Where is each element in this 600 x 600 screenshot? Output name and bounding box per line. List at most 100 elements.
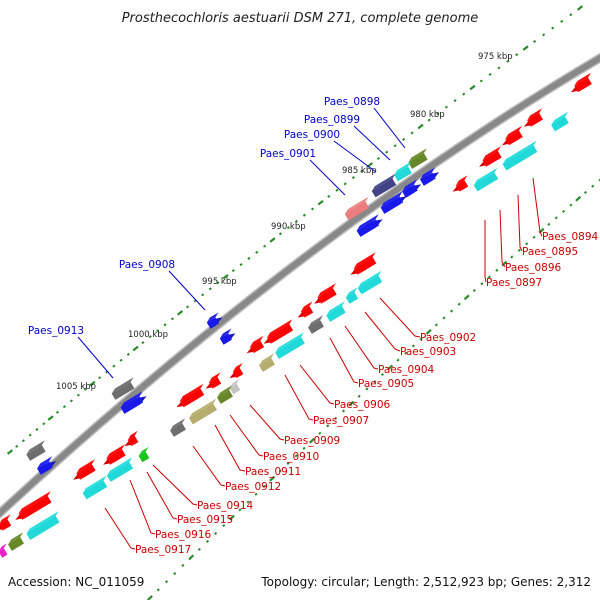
gene-cyan-r4[interactable] [357, 270, 383, 295]
gene-slate-0900[interactable] [371, 173, 397, 198]
gene-gray-left-body [26, 445, 46, 461]
gene-cyan-0904[interactable] [326, 301, 346, 322]
gene-red-0905[interactable] [297, 301, 314, 318]
gene-red-r7-body [250, 340, 264, 354]
gene-red-0902[interactable] [350, 252, 377, 275]
gene-cyan-r3[interactable] [473, 167, 499, 192]
gene-cyan-r1[interactable] [551, 111, 569, 132]
gene-red-0907[interactable] [263, 319, 293, 344]
gene-cyan-r2[interactable] [502, 140, 538, 171]
gene-blue-g[interactable] [37, 456, 57, 475]
gene-label-reverse[interactable]: Paes_0903 [400, 346, 456, 358]
gene-label-forward[interactable]: Paes_0908 [119, 259, 175, 271]
gene-red-r13[interactable] [73, 459, 96, 480]
gene-red-r9-body [208, 377, 222, 389]
gene-red-0916[interactable] [103, 444, 126, 465]
gene-label-reverse[interactable]: Paes_0916 [155, 529, 212, 541]
scale-tick [286, 226, 290, 230]
gene-label-reverse[interactable]: Paes_0910 [263, 451, 319, 463]
gene-green-0915[interactable] [138, 446, 150, 463]
gene-cyan-r5[interactable] [345, 287, 359, 304]
gene-blue-0908[interactable] [206, 312, 223, 329]
gene-label-reverse[interactable]: Paes_0902 [420, 332, 476, 344]
gene-label-reverse[interactable]: Paes_0912 [225, 481, 281, 493]
gene-red-0897[interactable] [452, 175, 469, 192]
gene-blue-f[interactable] [120, 391, 147, 414]
gene-blue-a[interactable] [420, 167, 440, 186]
gene-label-forward[interactable]: Paes_0901 [260, 148, 316, 160]
gene-red-r7[interactable] [246, 335, 264, 354]
gene-cyan-0899[interactable] [394, 161, 412, 182]
gene-blue-c[interactable] [380, 191, 407, 214]
gene-label-reverse[interactable]: Paes_0909 [284, 435, 340, 447]
scale-tick [317, 200, 324, 206]
gene-blue-e[interactable] [219, 328, 236, 345]
gene-olive-r17[interactable] [8, 532, 24, 551]
gene-red-r14[interactable] [15, 491, 52, 520]
gene-label-reverse[interactable]: Paes_0915 [177, 514, 233, 526]
gene-blue-e-body [219, 333, 233, 345]
gene-blue-d[interactable] [356, 214, 383, 237]
gene-label-reverse[interactable]: Paes_0906 [334, 399, 391, 411]
gene-red-r16[interactable] [0, 514, 12, 531]
gene-gray-0906[interactable] [308, 315, 324, 334]
gene-red-0903[interactable] [314, 283, 337, 304]
gene-cyan-r6[interactable] [275, 332, 305, 359]
gene-cyan-r15[interactable] [26, 511, 60, 540]
scale-tick [170, 317, 175, 321]
gene-label-forward[interactable]: Paes_0900 [284, 129, 340, 141]
scale-tick [457, 302, 461, 306]
gene-red-0912[interactable] [176, 383, 205, 408]
gene-blue-a-body [420, 172, 436, 186]
scale-tick [55, 410, 60, 414]
gene-label-reverse[interactable]: Paes_0894 [542, 231, 599, 243]
gene-label-reverse[interactable]: Paes_0904 [378, 364, 435, 376]
gene-olive-0911[interactable] [217, 385, 233, 404]
gene-gray-left[interactable] [26, 440, 46, 461]
gene-gray-0913[interactable] [111, 377, 135, 400]
gene-cyan-r12[interactable] [107, 457, 133, 482]
gene-label-forward[interactable]: Paes_0913 [28, 325, 84, 337]
gene-label-reverse[interactable]: Paes_0905 [358, 378, 414, 390]
gene-label-reverse[interactable]: Paes_0917 [135, 544, 191, 556]
gene-cyan-0917[interactable] [82, 475, 108, 500]
gene-magenta-r18[interactable] [0, 543, 8, 558]
scale-tick [222, 274, 229, 280]
gene-gray-r11[interactable] [170, 418, 186, 437]
gene-red-0896[interactable] [479, 146, 502, 167]
gene-labels: Paes_0898 Paes_0899 Paes_0900 Paes_0901 Paes… [28, 96, 599, 556]
gene-khaki-r8[interactable] [259, 353, 275, 372]
gene-label-forward[interactable]: Paes_0899 [304, 114, 360, 126]
gene-gray-r11-top [170, 418, 186, 431]
scale-label: 990 kbp [271, 222, 306, 232]
label-leader-lines [77, 107, 543, 550]
gene-label-reverse[interactable]: Paes_0914 [197, 500, 254, 512]
gene-label-forward[interactable]: Paes_0898 [324, 96, 380, 108]
gene-blue-b[interactable] [402, 179, 422, 198]
gene-red-0909[interactable] [229, 362, 244, 379]
gene-red-0894[interactable] [523, 108, 543, 127]
scale-tick [188, 554, 195, 561]
gene-red-r9[interactable] [205, 372, 222, 389]
gene-red-0895[interactable] [501, 125, 523, 146]
gene-label-reverse[interactable]: Paes_0896 [505, 262, 562, 274]
scale-label: 985 kbp [342, 166, 377, 176]
gene-label-reverse[interactable]: Paes_0897 [486, 277, 542, 289]
leader-line-reverse [249, 404, 285, 441]
gene-label-reverse[interactable]: Paes_0911 [245, 466, 301, 478]
scale-tick [147, 595, 153, 600]
scale-tick [42, 422, 46, 426]
gene-label-reverse[interactable]: Paes_0895 [522, 246, 578, 258]
gene-cyan-r3-top [473, 167, 498, 186]
gene-red-0914[interactable] [124, 430, 139, 447]
gene-label-reverse[interactable]: Paes_0907 [313, 415, 369, 427]
gene-top-right-red[interactable] [570, 72, 592, 93]
gene-olive-0898[interactable] [408, 148, 428, 169]
scale-tick [205, 539, 210, 543]
scale-tick [286, 461, 290, 466]
gene-cyan-r5-top [345, 287, 358, 298]
gene-gray-light-0910[interactable] [229, 378, 241, 395]
gene-khaki-r10[interactable] [189, 398, 217, 425]
gene-pink-0901[interactable] [344, 196, 370, 221]
scale-tick [417, 123, 424, 130]
